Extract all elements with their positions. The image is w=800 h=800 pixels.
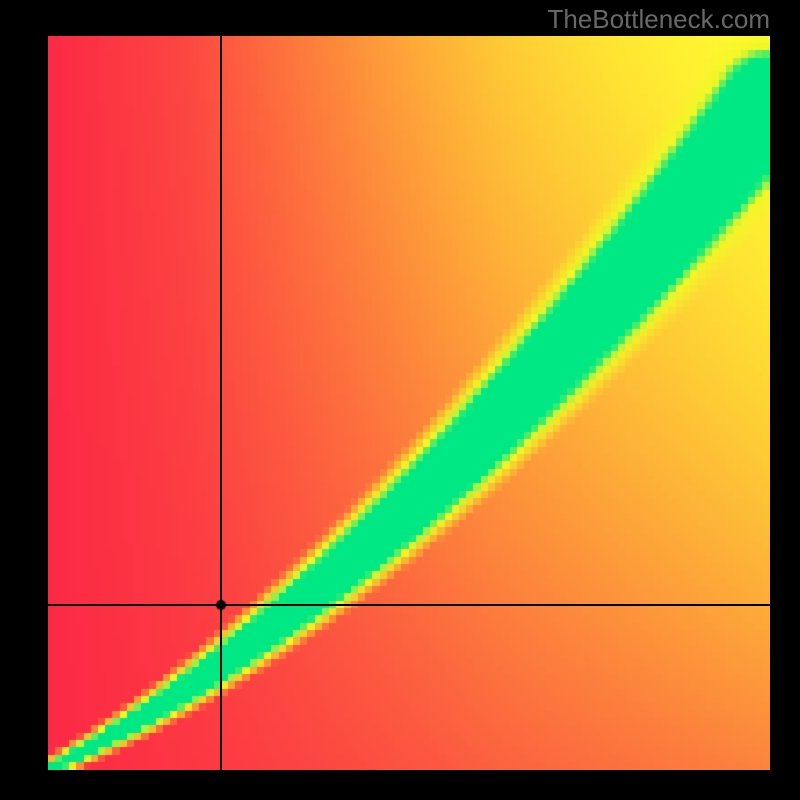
crosshair-horizontal [48,604,770,606]
watermark-text: TheBottleneck.com [547,4,770,35]
crosshair-vertical [220,36,222,770]
bottleneck-heatmap [48,36,770,770]
crosshair-marker [215,599,227,611]
